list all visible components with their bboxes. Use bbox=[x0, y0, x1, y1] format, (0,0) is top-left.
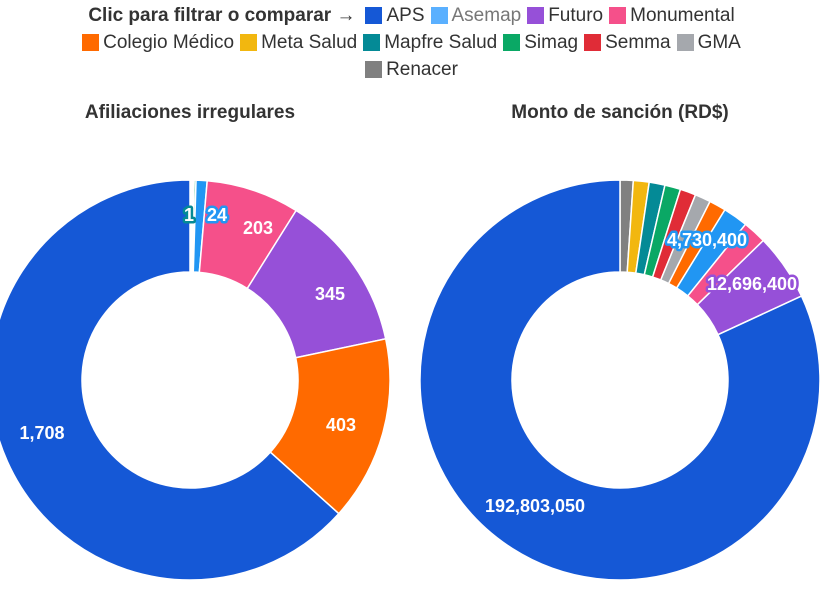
legend-label: Meta Salud bbox=[261, 32, 358, 53]
legend-item-semma[interactable]: Semma bbox=[584, 29, 671, 56]
legend-swatch bbox=[676, 34, 694, 51]
legend-item-renacer[interactable]: Renacer bbox=[365, 56, 458, 83]
legend-row: Clic para filtrar o comparar → APS Asemap F… bbox=[0, 2, 823, 29]
chart-legend: Clic para filtrar o comparar → APS Asemap F… bbox=[0, 2, 823, 83]
chart-title: Monto de sanción (RD$) bbox=[511, 102, 728, 123]
legend-label: Asemap bbox=[451, 5, 522, 26]
legend-swatch bbox=[430, 7, 448, 24]
data-label: 1,708 bbox=[19, 423, 64, 443]
data-label: 12,696,400 bbox=[707, 274, 797, 294]
legend-row: Renacer bbox=[0, 56, 823, 83]
legend-item-asemap[interactable]: Asemap bbox=[430, 2, 522, 29]
legend-label: GMA bbox=[697, 32, 741, 53]
legend-item-aps[interactable]: APS bbox=[365, 2, 425, 29]
legend-row: Colegio Médico Meta Salud Mapfre Salud Sima… bbox=[0, 29, 823, 56]
data-label: 192,803,050 bbox=[485, 496, 585, 516]
data-label: 4,730,400 bbox=[667, 230, 747, 250]
data-label: 345 bbox=[315, 284, 345, 304]
legend-item-monumental[interactable]: Monumental bbox=[609, 2, 735, 29]
legend-label: Semma bbox=[605, 32, 671, 53]
data-label: 403 bbox=[326, 415, 356, 435]
data-label: 1 bbox=[184, 205, 194, 225]
legend-label: Colegio Médico bbox=[103, 32, 235, 53]
data-label: 24 bbox=[207, 205, 227, 225]
legend-swatch bbox=[82, 34, 100, 51]
legend-label: Mapfre Salud bbox=[384, 32, 498, 53]
legend-label: Futuro bbox=[548, 5, 604, 26]
legend-swatch bbox=[527, 7, 545, 24]
data-label: 203 bbox=[243, 218, 273, 238]
legend-item-mapfre-salud[interactable]: Mapfre Salud bbox=[363, 29, 497, 56]
legend-swatch bbox=[363, 34, 381, 51]
legend-label: Renacer bbox=[386, 59, 458, 80]
legend-prompt: Clic para filtrar o comparar → bbox=[88, 5, 356, 26]
legend-item-colegio-m-dico[interactable]: Colegio Médico bbox=[82, 29, 234, 56]
slice-aps[interactable] bbox=[419, 179, 821, 581]
legend-label: Simag bbox=[524, 32, 579, 53]
legend-swatch bbox=[503, 34, 521, 51]
legend-item-gma[interactable]: GMA bbox=[676, 29, 741, 56]
legend-item-simag[interactable]: Simag bbox=[503, 29, 578, 56]
legend-item-meta-salud[interactable]: Meta Salud bbox=[240, 29, 357, 56]
legend-label: Monumental bbox=[630, 5, 735, 26]
slice-aps[interactable] bbox=[0, 179, 340, 581]
legend-item-futuro[interactable]: Futuro bbox=[527, 2, 603, 29]
legend-swatch bbox=[609, 7, 627, 24]
legend-swatch bbox=[365, 61, 383, 78]
legend-swatch bbox=[365, 7, 383, 24]
legend-swatch bbox=[584, 34, 602, 51]
chart-title: Afiliaciones irregulares bbox=[85, 102, 295, 123]
legend-label: APS bbox=[386, 5, 425, 26]
legend-swatch bbox=[240, 34, 258, 51]
